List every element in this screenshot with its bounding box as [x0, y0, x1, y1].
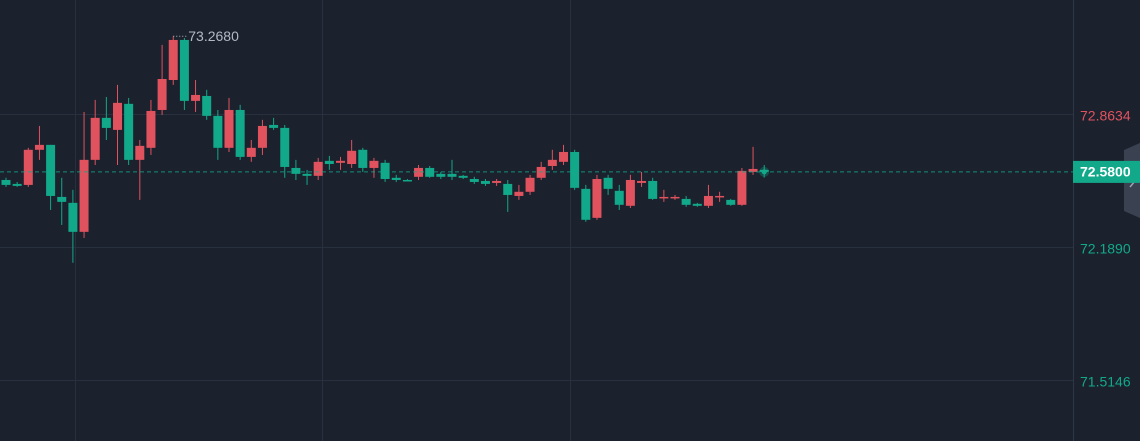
candle-body: [57, 196, 67, 202]
candle-body: [737, 170, 747, 205]
candle-body: [213, 115, 223, 148]
candle-body: [692, 203, 702, 206]
candle-body: [12, 183, 22, 186]
y-tick-label: 72.8634: [1080, 108, 1131, 124]
candle-body: [336, 160, 345, 163]
candle-body: [525, 177, 535, 192]
candle-body: [715, 195, 725, 198]
candle-body: [269, 124, 279, 128]
candle-body: [46, 144, 56, 196]
y-tick-label: 72.1890: [1080, 241, 1131, 257]
candle-body: [90, 117, 100, 160]
candle-body: [402, 179, 412, 182]
candle-body: [358, 149, 368, 168]
last-price-label: 72.5800: [1080, 164, 1131, 180]
candle-body: [291, 167, 301, 174]
candle-body: [369, 160, 379, 168]
candle-body: [257, 125, 267, 148]
candle-body: [581, 188, 591, 220]
candle-body: [157, 79, 167, 110]
candle-body: [224, 109, 234, 148]
candle-body: [547, 159, 557, 166]
candle-body: [347, 150, 357, 164]
candle-body: [313, 161, 323, 176]
candle-body: [1, 179, 11, 185]
candle-body: [246, 147, 256, 157]
candle-body: [23, 149, 33, 185]
candle-body: [235, 109, 245, 157]
candle-body: [659, 196, 669, 199]
candle-body: [391, 177, 401, 180]
candle-body: [436, 173, 446, 177]
candle-body: [681, 198, 691, 205]
candle-body: [492, 180, 502, 183]
candle-body: [648, 180, 658, 199]
candle-body: [113, 102, 122, 130]
candle-body: [202, 95, 212, 116]
candle-body: [458, 175, 468, 178]
candle-body: [614, 190, 624, 205]
candle-body: [414, 167, 424, 177]
candle-body: [480, 180, 490, 184]
y-tick-label: 71.5146: [1080, 374, 1131, 390]
candle-body: [191, 94, 201, 101]
candle-body: [68, 202, 78, 232]
candle-body: [179, 39, 189, 101]
candle-body: [748, 168, 758, 172]
last-price-badge: [1073, 160, 1140, 183]
candle-body: [503, 183, 513, 195]
candle-body: [726, 199, 736, 205]
candle-body: [380, 162, 390, 179]
candle-body: [146, 110, 156, 148]
candle-body: [168, 39, 178, 80]
candle-body: [135, 145, 145, 160]
candle-body: [703, 195, 713, 206]
candle-body: [101, 117, 111, 128]
high-annotation: 73.2680: [188, 28, 239, 44]
candle-body: [34, 144, 44, 150]
candle-body: [280, 127, 290, 167]
candle-body: [637, 180, 647, 183]
candle-body: [79, 159, 89, 232]
candle-body: [124, 103, 134, 160]
candle-body: [447, 173, 457, 177]
candle-body: [324, 160, 334, 164]
candle-body: [514, 191, 524, 196]
candle-body: [670, 196, 680, 199]
candle-body: [302, 173, 312, 176]
candle-body: [592, 178, 602, 218]
candle-body: [570, 151, 580, 188]
candle-body: [625, 179, 635, 206]
last-price-dot: [761, 169, 767, 175]
candle-body: [603, 177, 613, 189]
candle-body: [469, 178, 479, 182]
candle-body: [559, 151, 568, 162]
